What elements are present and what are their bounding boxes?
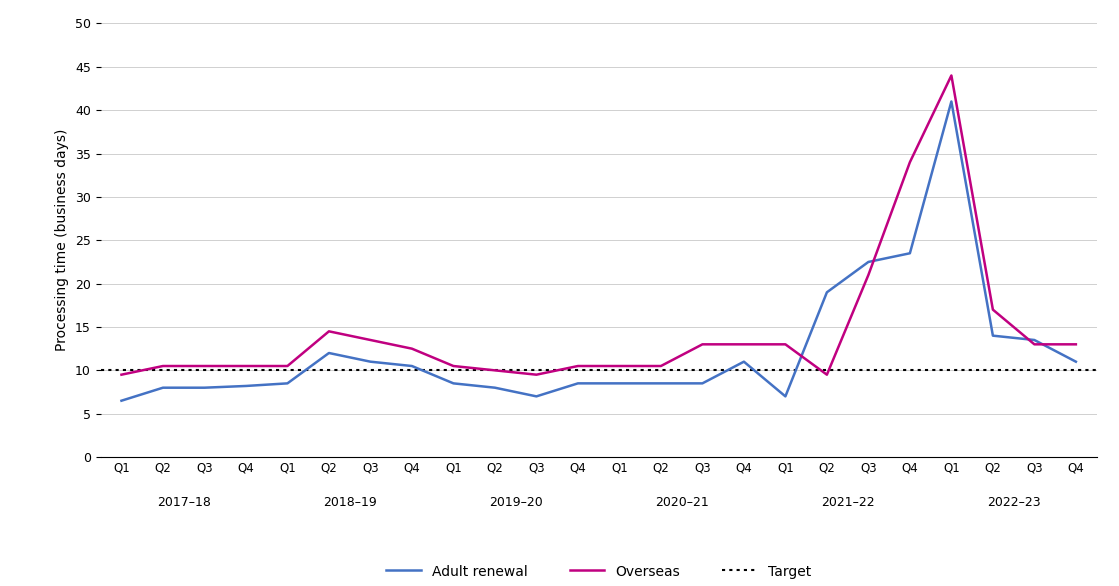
Overseas <box>157 363 170 370</box>
Overseas <box>281 363 294 370</box>
Overseas <box>737 341 751 348</box>
Text: 2020–21: 2020–21 <box>655 496 708 509</box>
Text: 2022–23: 2022–23 <box>987 496 1041 509</box>
Adult renewal <box>944 98 958 105</box>
Adult renewal <box>986 332 999 339</box>
Overseas <box>239 363 253 370</box>
Overseas <box>322 328 336 335</box>
Adult renewal <box>779 393 792 400</box>
Overseas <box>655 363 668 370</box>
Overseas <box>944 72 958 79</box>
Adult renewal <box>571 380 584 387</box>
Adult renewal <box>281 380 294 387</box>
Adult renewal <box>696 380 709 387</box>
Overseas <box>571 363 584 370</box>
Adult renewal <box>488 384 501 391</box>
Adult renewal <box>405 363 419 370</box>
Adult renewal <box>737 358 751 365</box>
Adult renewal <box>115 397 129 404</box>
Overseas <box>529 371 543 378</box>
Adult renewal <box>446 380 460 387</box>
Adult renewal <box>529 393 543 400</box>
Adult renewal <box>157 384 170 391</box>
Adult renewal <box>1069 358 1082 365</box>
Overseas <box>198 363 211 370</box>
Text: 2021–22: 2021–22 <box>821 496 874 509</box>
Legend: Adult renewal, Overseas, Target: Adult renewal, Overseas, Target <box>380 560 817 585</box>
Line: Adult renewal: Adult renewal <box>122 101 1075 401</box>
Target <box>157 367 170 374</box>
Adult renewal <box>820 289 834 296</box>
Overseas <box>405 345 419 352</box>
Overseas <box>613 363 627 370</box>
Adult renewal <box>1027 336 1041 343</box>
Overseas <box>115 371 129 378</box>
Overseas <box>1069 341 1082 348</box>
Text: 2019–20: 2019–20 <box>489 496 543 509</box>
Text: 2018–19: 2018–19 <box>322 496 377 509</box>
Overseas <box>364 336 377 343</box>
Adult renewal <box>239 383 253 390</box>
Overseas <box>488 367 501 374</box>
Text: 2017–18: 2017–18 <box>157 496 210 509</box>
Overseas <box>779 341 792 348</box>
Adult renewal <box>862 258 875 265</box>
Y-axis label: Processing time (business days): Processing time (business days) <box>56 129 69 352</box>
Line: Overseas: Overseas <box>122 76 1075 374</box>
Adult renewal <box>613 380 627 387</box>
Adult renewal <box>364 358 377 365</box>
Target <box>115 367 129 374</box>
Overseas <box>820 371 834 378</box>
Overseas <box>862 271 875 278</box>
Adult renewal <box>903 250 916 257</box>
Adult renewal <box>655 380 668 387</box>
Overseas <box>696 341 709 348</box>
Overseas <box>446 363 460 370</box>
Adult renewal <box>322 349 336 356</box>
Overseas <box>1027 341 1041 348</box>
Adult renewal <box>198 384 211 391</box>
Overseas <box>903 159 916 166</box>
Overseas <box>986 306 999 313</box>
